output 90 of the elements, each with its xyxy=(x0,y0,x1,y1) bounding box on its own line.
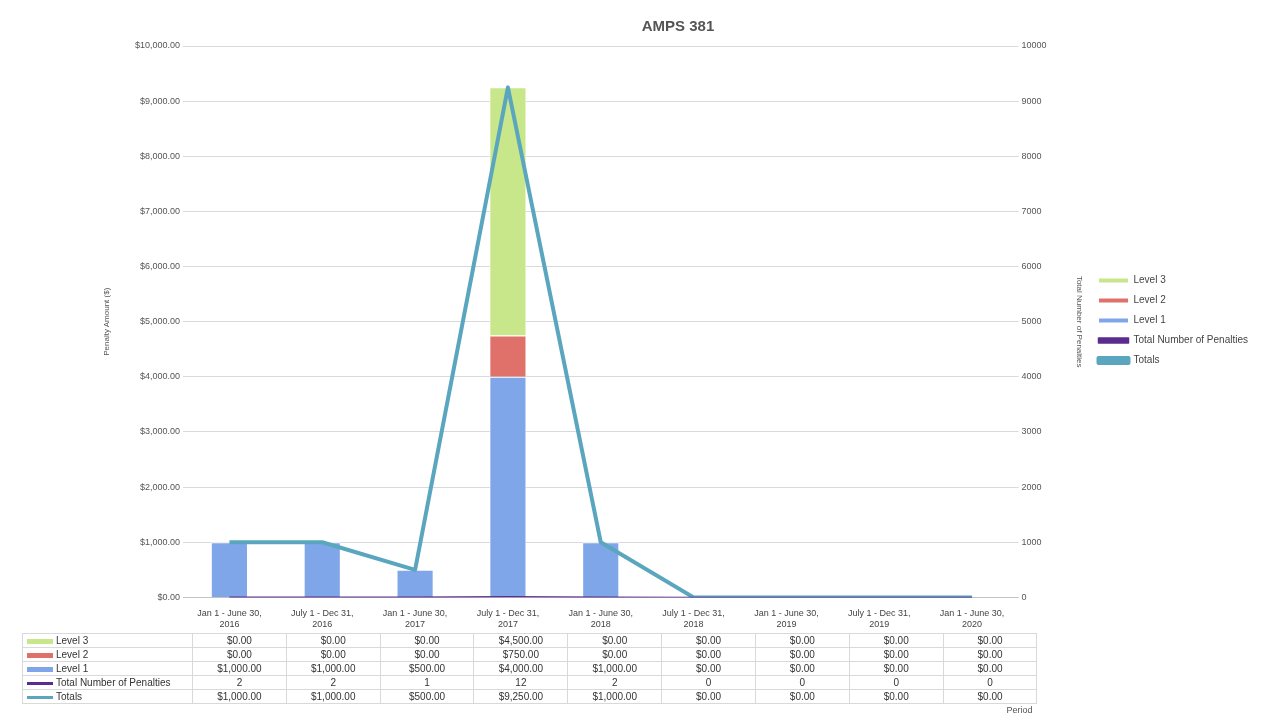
data-label: $0.00 xyxy=(380,647,474,662)
data-label: $1,000.00 xyxy=(286,689,381,704)
data-label: $0.00 xyxy=(755,661,850,676)
data-label: $1,000.00 xyxy=(192,661,287,676)
data-label: $0.00 xyxy=(661,633,756,648)
y2-tick-label: 0 xyxy=(1021,591,1027,602)
data-label: $0.00 xyxy=(192,647,287,662)
data-label: $0.00 xyxy=(661,689,756,704)
y-tick-label: $1,000.00 xyxy=(139,536,180,547)
y-tick-label: $5,000.00 xyxy=(139,316,180,327)
data-label: 0 xyxy=(755,675,850,690)
data-label: $0.00 xyxy=(286,647,381,662)
text: Total Number of Penalties xyxy=(1133,334,1249,346)
chart-title: AMPS 381 xyxy=(641,17,715,35)
text: Totals xyxy=(56,691,83,702)
y-tick-label: $3,000.00 xyxy=(139,426,180,437)
data-label: 12 xyxy=(473,675,568,690)
data-label: $0.00 xyxy=(943,647,1037,662)
data-label: $500.00 xyxy=(380,689,474,704)
y2-tick-label: 8000 xyxy=(1021,150,1042,161)
data-label: $0.00 xyxy=(661,661,756,676)
x-tick-label: Jan 1 - June 30, 2017 xyxy=(382,608,448,630)
x-tick-label: Jan 1 - June 30, 2016 xyxy=(197,608,262,630)
data-label: $0.00 xyxy=(943,689,1037,704)
data-label: $0.00 xyxy=(755,689,850,704)
text: Level 3 xyxy=(1133,274,1166,286)
legend-label: Total Number of Penalties xyxy=(22,675,193,690)
y2-tick-label: 1000 xyxy=(1021,536,1042,547)
data-label: $0.00 xyxy=(849,661,944,676)
y-tick-label: $8,000.00 xyxy=(139,150,180,161)
data-label: 0 xyxy=(661,675,756,690)
data-label: 0 xyxy=(849,675,944,690)
legend-label: Totals xyxy=(1133,354,1160,366)
y-tick-label: $10,000.00 xyxy=(134,40,180,51)
y-tick-label: $7,000.00 xyxy=(139,205,180,216)
y-tick-label: $2,000.00 xyxy=(139,481,180,492)
x-tick-label: Jan 1 - June 30, 2018 xyxy=(568,608,634,630)
data-label: $0.00 xyxy=(755,633,850,648)
data-label: $0.00 xyxy=(943,661,1037,676)
x-tick-label: Jan 1 - June 30, 2019 xyxy=(754,608,819,630)
y2-tick-label: 10000 xyxy=(1021,40,1047,51)
legend-label: Level 3 xyxy=(22,633,193,648)
data-label: 0 xyxy=(943,675,1037,690)
data-label: $0.00 xyxy=(849,647,944,662)
text: Level 1 xyxy=(1133,314,1166,326)
legend-label: Level 2 xyxy=(22,647,193,662)
data-label: $500.00 xyxy=(380,661,474,676)
y-tick-label: $9,000.00 xyxy=(139,95,180,106)
x-tick-label: July 1 - Dec 31, 2018 xyxy=(662,608,725,630)
data-label: $0.00 xyxy=(849,689,944,704)
data-label: $0.00 xyxy=(286,633,381,648)
x-tick-label: July 1 - Dec 31, 2016 xyxy=(290,608,354,630)
data-label: $750.00 xyxy=(473,647,568,662)
y2-tick-label: 7000 xyxy=(1021,205,1042,216)
x-tick-label: Jan 1 - June 30, 2020 xyxy=(939,608,1005,630)
data-label: $1,000.00 xyxy=(286,661,381,676)
y-axis-title: Penalty Amount ($) xyxy=(102,287,111,356)
data-label: $1,000.00 xyxy=(567,689,662,704)
data-label: $0.00 xyxy=(380,633,474,648)
data-label: 2 xyxy=(286,675,381,690)
data-label: $4,500.00 xyxy=(473,633,568,648)
data-label: $0.00 xyxy=(943,633,1037,648)
data-label: 1 xyxy=(380,675,474,690)
y-tick-label: $4,000.00 xyxy=(139,371,180,382)
data-label: $0.00 xyxy=(755,647,850,662)
y2-tick-label: 5000 xyxy=(1021,316,1042,327)
data-label: $4,000.00 xyxy=(473,661,568,676)
data-label: $0.00 xyxy=(567,633,662,648)
y-tick-label: $6,000.00 xyxy=(139,261,180,272)
data-label: $0.00 xyxy=(661,647,756,662)
data-label: $9,250.00 xyxy=(473,689,568,704)
y2-tick-label: 2000 xyxy=(1021,481,1042,492)
text: Period xyxy=(1005,705,1033,715)
data-label: 2 xyxy=(192,675,287,690)
data-label: $0.00 xyxy=(849,633,944,648)
x-tick-label: July 1 - Dec 31, 2017 xyxy=(476,608,540,630)
data-label: $1,000.00 xyxy=(567,661,662,676)
data-label: $0.00 xyxy=(567,647,662,662)
y2-tick-label: 9000 xyxy=(1021,95,1042,106)
legend-label: Level 1 xyxy=(22,661,193,676)
data-label: $0.00 xyxy=(192,633,287,648)
data-label: 2 xyxy=(567,675,662,690)
text: Level 2 xyxy=(1133,294,1166,306)
x-tick-label: July 1 - Dec 31, 2019 xyxy=(847,608,911,630)
y2-tick-label: 3000 xyxy=(1021,426,1042,437)
y-tick-label: $0.00 xyxy=(157,591,180,602)
y2-tick-label: 6000 xyxy=(1021,261,1042,272)
data-label: $1,000.00 xyxy=(192,689,287,704)
y2-axis-title: Total Number of Penalties xyxy=(1075,275,1085,368)
y2-tick-label: 4000 xyxy=(1021,371,1042,382)
